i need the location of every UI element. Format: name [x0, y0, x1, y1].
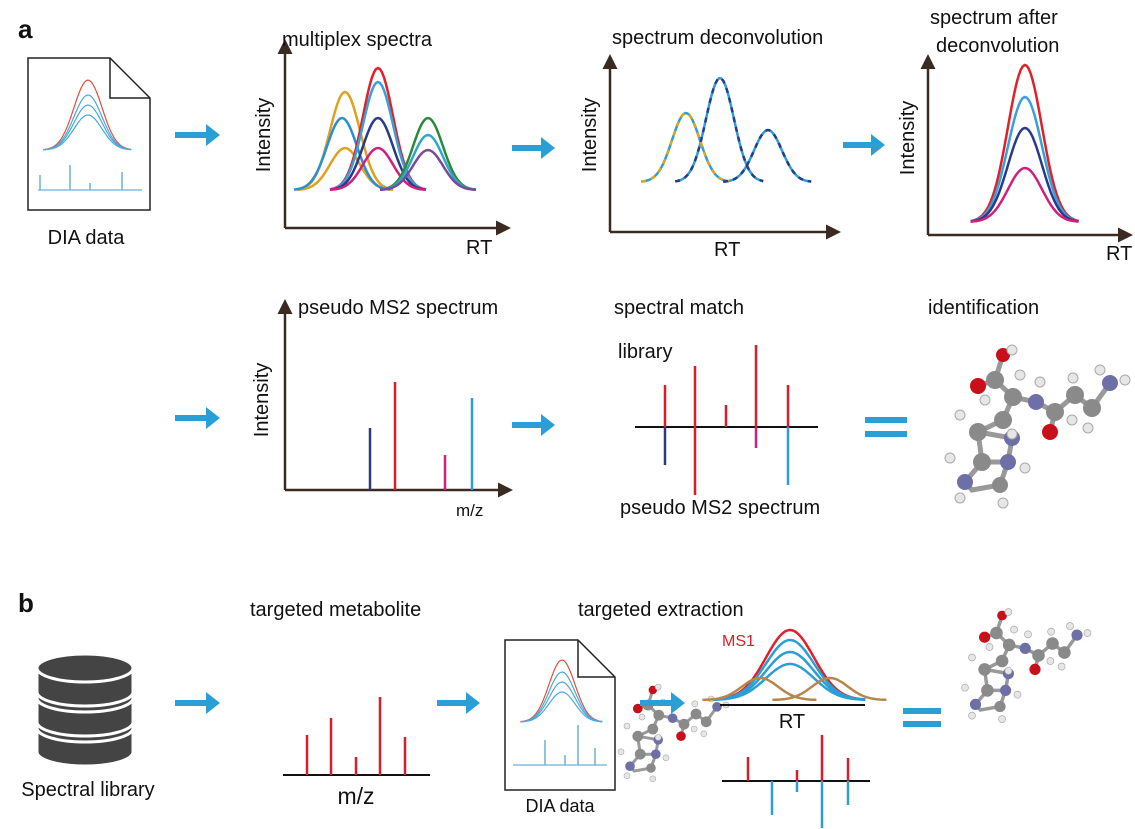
database-icon-part	[35, 652, 135, 768]
panel-label: b	[18, 588, 34, 618]
peak-curve	[379, 116, 477, 191]
peak-curve	[520, 681, 603, 723]
axis-label: RT	[466, 237, 492, 259]
peak-curve	[43, 104, 132, 151]
molecule	[959, 606, 1093, 725]
caption: DIA data	[525, 796, 595, 816]
plot-title: multiplex spectra	[282, 29, 433, 51]
document-icon-part	[577, 640, 615, 678]
database-icon-part-part	[35, 652, 135, 684]
peak-curve	[641, 111, 730, 183]
arrow	[175, 692, 220, 714]
equals-sign-part	[903, 708, 941, 714]
peak-curve	[641, 111, 730, 183]
peak-curve	[520, 659, 603, 723]
peak-curve	[674, 76, 764, 183]
axis-label: RT	[714, 239, 740, 261]
document-icon-part	[109, 58, 150, 99]
peak-curve	[329, 146, 427, 191]
plot-title: identification	[928, 297, 1039, 319]
peak-curve	[970, 95, 1079, 223]
plot-title: spectrum after	[930, 7, 1058, 29]
equals-sign	[865, 417, 907, 437]
axis-label: m/z	[337, 783, 374, 809]
peak-curve	[43, 79, 132, 151]
axis-label: Intensity	[897, 101, 919, 175]
document-icon-part	[39, 165, 123, 190]
plot-title: pseudo MS2 spectrum	[298, 297, 498, 319]
peak-curve	[43, 94, 132, 151]
mirror-spectrum	[722, 735, 870, 828]
peak-curve	[43, 114, 132, 151]
spectrum-peaks	[368, 382, 474, 490]
axis-label: pseudo MS2 spectrum	[620, 497, 820, 519]
equals-sign-part	[903, 721, 941, 727]
peak-curve	[520, 691, 603, 723]
peak-curve	[379, 148, 477, 192]
document-icon	[504, 639, 616, 791]
equals-sign	[903, 708, 941, 727]
document-icon	[27, 57, 151, 211]
arrow	[175, 407, 220, 429]
peak-curve	[970, 126, 1079, 223]
mirror-spectrum	[635, 345, 818, 495]
plot-title: spectral match	[614, 297, 744, 319]
peak-curve	[329, 66, 427, 191]
peak-curve	[772, 676, 887, 702]
library-peaks	[283, 697, 430, 776]
peak-curve	[970, 166, 1079, 223]
document-icon-part	[27, 57, 151, 211]
peak-curve	[702, 676, 817, 702]
molecule	[945, 345, 1130, 508]
peak-curve	[296, 90, 394, 191]
peak-curve	[723, 128, 812, 183]
axis-label: RT	[779, 711, 805, 733]
axis-label: library	[618, 341, 672, 363]
axis-label: Intensity	[579, 98, 601, 172]
arrow	[437, 692, 480, 714]
peak-curve	[520, 671, 603, 723]
equals-sign-part	[865, 417, 907, 423]
axis-label: RT	[1106, 243, 1132, 265]
plot-title: targeted extraction	[578, 599, 744, 621]
arrow	[175, 124, 220, 146]
arrow	[640, 692, 685, 714]
peak-curve	[674, 76, 764, 183]
peak-curve	[293, 116, 391, 191]
plot-title: spectrum deconvolution	[612, 27, 823, 49]
arrow	[843, 134, 885, 156]
caption: DIA data	[48, 227, 126, 249]
plot-title: targeted metabolite	[250, 599, 421, 621]
trace-label: MS1	[722, 633, 755, 650]
peak-curve	[723, 128, 812, 183]
peak-curve	[329, 80, 427, 191]
axis-label: Intensity	[253, 98, 275, 172]
panel-label: a	[18, 14, 33, 44]
plot-title: deconvolution	[936, 35, 1059, 57]
equals-sign-part	[865, 431, 907, 437]
document-icon-part	[504, 639, 616, 791]
axis-label: m/z	[456, 501, 483, 520]
axis-label: Intensity	[251, 363, 273, 437]
arrow	[512, 137, 555, 159]
peak-curve	[379, 133, 477, 191]
arrow	[512, 414, 555, 436]
peak-curve	[970, 63, 1079, 223]
peak-curve	[329, 116, 427, 191]
caption: Spectral library	[21, 779, 154, 801]
document-icon-part	[544, 725, 596, 765]
database-icon	[35, 652, 135, 768]
peak-curve	[713, 662, 866, 702]
